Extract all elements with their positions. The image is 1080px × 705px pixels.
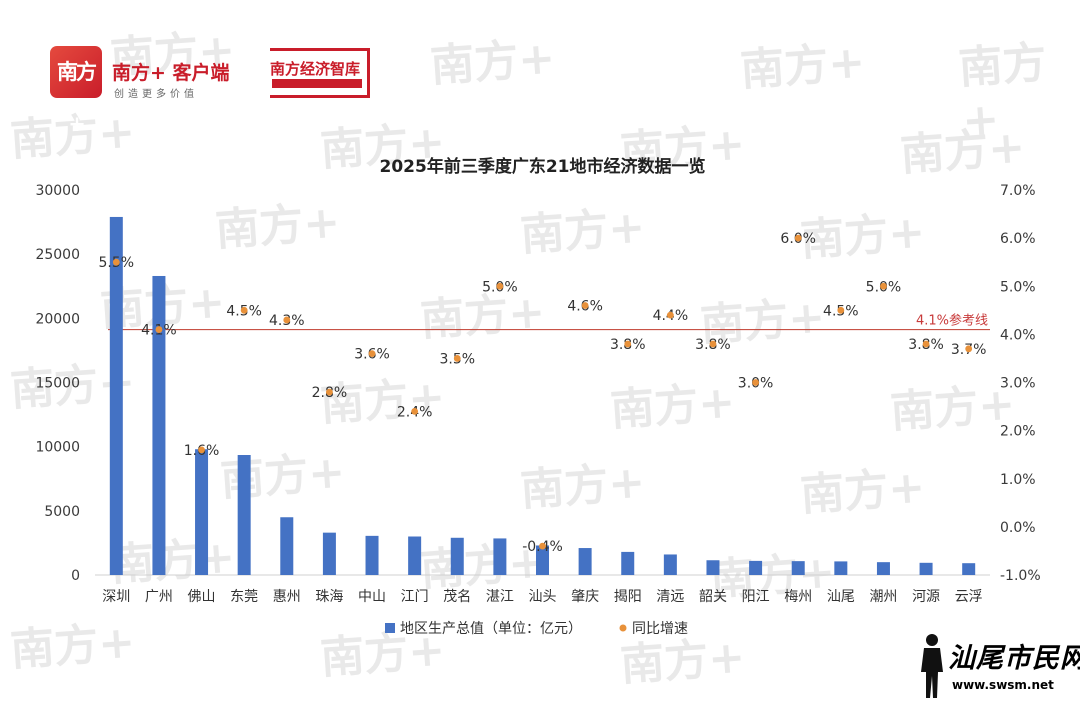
y-right-tick-label: 3.0% [1000, 376, 1036, 392]
category-label: 河源 [912, 589, 940, 605]
category-label: 韶关 [699, 589, 727, 605]
growth-point [965, 345, 973, 353]
category-label: 广州 [145, 589, 173, 605]
growth-point [837, 306, 845, 314]
category-label: 中山 [358, 589, 386, 605]
y-right-tick-label: 4.0% [1000, 327, 1036, 343]
category-label: 江门 [401, 589, 429, 605]
site-watermark-stamp: 汕尾市民网 www.swsm.net [918, 632, 1080, 700]
y-right-tick-label: 5.0% [1000, 279, 1036, 295]
y-right-tick-label: 2.0% [1000, 424, 1036, 440]
category-label: 惠州 [273, 589, 301, 605]
y-right-tick-label: 7.0% [1000, 183, 1036, 199]
category-label: 东莞 [230, 589, 258, 605]
growth-point [496, 282, 504, 290]
growth-point [624, 340, 632, 348]
y-right-tick-label: 6.0% [1000, 231, 1036, 247]
gdp-bar [408, 536, 422, 575]
category-label: 肇庆 [571, 589, 599, 605]
y-left-tick-label: 5000 [44, 504, 80, 520]
category-label: 珠海 [315, 589, 343, 605]
category-label: 梅州 [784, 589, 812, 605]
gdp-bar [749, 560, 763, 575]
gdp-bar [365, 535, 379, 575]
legend-gdp-swatch [385, 623, 395, 633]
y-left-tick-label: 15000 [35, 376, 80, 392]
nanfang-plus-logo: 南方+ [50, 46, 102, 136]
gdp-bar [706, 560, 720, 575]
category-label: 揭阳 [614, 589, 642, 605]
y-left-tick-label: 10000 [35, 440, 80, 456]
y-right-tick-label: 1.0% [1000, 472, 1036, 488]
gdp-bar [450, 537, 464, 575]
growth-point [581, 302, 589, 309]
growth-point [411, 407, 419, 415]
growth-point [326, 388, 333, 396]
category-label: 汕头 [529, 589, 557, 605]
person-silhouette-icon [921, 634, 943, 698]
gdp-bar [791, 561, 805, 575]
growth-point [880, 282, 887, 290]
gdp-bar [663, 554, 677, 575]
gdp-bar [621, 551, 635, 575]
growth-point [283, 316, 291, 324]
legend-growth-marker [619, 624, 627, 632]
reference-line-label: 4.1%参考线 [916, 313, 988, 329]
growth-point [794, 234, 802, 242]
growth-point [453, 355, 461, 362]
category-label: 潮州 [869, 589, 897, 605]
category-label: 湛江 [486, 589, 514, 605]
category-label: 清远 [656, 589, 684, 605]
think-tank-name: 南方经济智库 [270, 60, 361, 78]
gdp-bar [237, 455, 251, 575]
y-left-tick-label: 0 [71, 568, 80, 584]
gdp-bar [962, 563, 976, 575]
gdp-bar [876, 562, 890, 575]
gdp-bar [536, 545, 549, 575]
legend-gdp-label: 地区生产总值（单位：亿元） [400, 621, 582, 637]
gdp-bar [834, 561, 848, 575]
category-label: 深圳 [102, 589, 130, 605]
y-left-tick-label: 30000 [35, 183, 80, 199]
y-left-tick-label: 25000 [35, 247, 80, 263]
growth-point [539, 542, 546, 550]
y-right-tick-label: -1.0% [1000, 568, 1041, 584]
app-name: 南方+ 客户端 [112, 62, 230, 84]
gdp-bar [152, 275, 166, 575]
growth-point [752, 379, 759, 386]
gdp-bar [109, 216, 123, 575]
growth-point [368, 350, 376, 358]
gdp-bar [280, 517, 294, 575]
app-slogan: 创造更多价值 [114, 89, 198, 100]
category-label: 佛山 [188, 589, 216, 605]
category-label: 阳江 [742, 589, 770, 605]
growth-point [112, 258, 120, 266]
growth-point [198, 446, 205, 454]
gdp-bar [322, 532, 336, 575]
site-name: 汕尾市民网 [948, 643, 1080, 674]
site-url: www.swsm.net [952, 678, 1054, 692]
y-left-tick-label: 20000 [35, 311, 80, 327]
think-tank-frame [270, 48, 370, 98]
growth-point [709, 340, 717, 348]
gdp-bar [578, 548, 592, 575]
growth-point [666, 311, 674, 319]
growth-point [922, 340, 930, 348]
gdp-bar [919, 562, 933, 575]
chart-title: 2025年前三季度广东21地市经济数据一览 [380, 156, 706, 177]
y-right-tick-label: 0.0% [1000, 520, 1036, 536]
legend-growth-label: 同比增速 [632, 621, 688, 637]
think-tank-banner [272, 79, 362, 88]
category-label: 云浮 [955, 589, 983, 605]
growth-point [155, 326, 163, 333]
category-label: 汕尾 [827, 589, 855, 605]
growth-point [240, 306, 248, 314]
gdp-bar [493, 538, 507, 575]
category-label: 茂名 [443, 588, 471, 605]
gdp-bar [195, 449, 209, 575]
